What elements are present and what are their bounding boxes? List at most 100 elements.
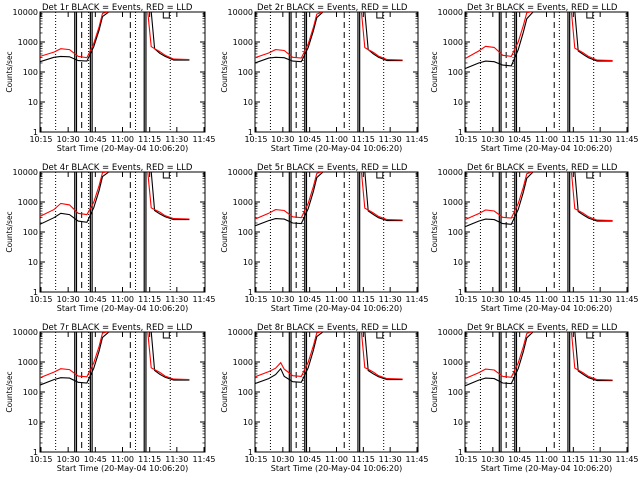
y-tick-label: 10 [453, 418, 463, 427]
x-tick-label: 11:30 [379, 295, 402, 304]
lld-series-line [255, 332, 324, 378]
y-tick-label: 1 [458, 288, 463, 297]
y-tick-label: 1 [248, 128, 253, 137]
y-tick-label: 1000 [18, 358, 38, 367]
plot-title: Det 9r BLACK = Events, RED = LLD [467, 323, 618, 333]
events-series-line [150, 172, 190, 221]
y-tick-label: 10000 [13, 328, 38, 337]
plot-title: Det 1r BLACK = Events, RED = LLD [42, 3, 193, 13]
y-tick-label: 1 [458, 128, 463, 137]
y-tick-label: 1000 [233, 198, 253, 207]
x-tick-label: 10:15 [454, 295, 477, 304]
plot-title: Det 8r BLACK = Events, RED = LLD [257, 323, 408, 333]
y-tick-label: 10000 [228, 328, 253, 337]
plot-title: Det 7r BLACK = Events, RED = LLD [42, 323, 193, 333]
y-tick-label: 100 [23, 228, 38, 237]
x-tick-label: 11:30 [165, 135, 188, 144]
x-tick-label: 10:15 [244, 295, 267, 304]
x-tick-label: 10:15 [29, 135, 52, 144]
y-tick-label: 100 [23, 388, 38, 397]
x-tick-label: 10:30 [271, 455, 294, 464]
x-tick-label: 10:15 [29, 295, 52, 304]
x-tick-label: 10:45 [508, 135, 531, 144]
plot-frame [464, 171, 629, 293]
lld-series-line [40, 172, 110, 217]
x-tick-label: 11:00 [325, 135, 348, 144]
y-axis-label: Counts/sec [5, 371, 14, 412]
x-tick-label: 11:00 [111, 455, 134, 464]
y-tick-label: 100 [23, 68, 38, 77]
x-tick-label: 11:30 [379, 455, 402, 464]
x-axis-label: Start Time (20-May-04 10:06:20) [271, 304, 402, 313]
x-tick-label: 11:00 [325, 455, 348, 464]
x-tick-label: 11:45 [192, 455, 215, 464]
x-tick-label: 10:45 [298, 295, 321, 304]
plot-title: Det 4r BLACK = Events, RED = LLD [42, 163, 193, 173]
top-bracket-mark [586, 12, 594, 19]
events-series-line [465, 12, 534, 70]
x-tick-label: 11:45 [615, 295, 638, 304]
y-axis-label: Counts/sec [220, 211, 229, 252]
x-axis-label: Start Time (20-May-04 10:06:20) [271, 464, 402, 473]
lld-series-line [255, 172, 324, 220]
y-axis-label: Counts/sec [5, 211, 14, 252]
plot-frame [464, 331, 629, 453]
y-tick-label: 10000 [228, 168, 253, 177]
y-tick-label: 10 [243, 98, 253, 107]
x-tick-label: 11:30 [589, 455, 612, 464]
x-axis-label: Start Time (20-May-04 10:06:20) [481, 304, 612, 313]
x-tick-label: 11:45 [405, 135, 428, 144]
x-axis-label: Start Time (20-May-04 10:06:20) [57, 464, 188, 473]
y-tick-label: 1 [248, 288, 253, 297]
y-tick-label: 1 [33, 448, 38, 457]
y-tick-label: 10 [453, 258, 463, 267]
y-tick-label: 100 [238, 388, 253, 397]
y-tick-label: 10 [453, 98, 463, 107]
events-series-line [364, 172, 403, 222]
x-tick-label: 10:30 [57, 295, 80, 304]
y-tick-label: 1 [458, 448, 463, 457]
top-bracket-mark [162, 12, 170, 19]
y-tick-label: 100 [448, 228, 463, 237]
x-tick-label: 11:00 [535, 455, 558, 464]
events-series-line [255, 172, 324, 227]
events-series-line [574, 332, 613, 382]
y-tick-label: 1000 [443, 198, 463, 207]
y-tick-label: 10000 [438, 8, 463, 17]
x-tick-label: 10:15 [454, 135, 477, 144]
x-tick-label: 11:15 [352, 295, 375, 304]
lld-series-line [465, 332, 534, 380]
x-tick-label: 11:15 [138, 135, 161, 144]
x-tick-label: 10:30 [271, 135, 294, 144]
y-tick-label: 10000 [438, 328, 463, 337]
plot-title: Det 6r BLACK = Events, RED = LLD [467, 163, 618, 173]
events-series-line [150, 12, 190, 61]
events-series-line [465, 172, 534, 228]
x-axis-label: Start Time (20-May-04 10:06:20) [271, 144, 402, 153]
y-tick-label: 1 [33, 128, 38, 137]
events-series-line [574, 12, 613, 62]
lld-series-line [147, 172, 190, 220]
lld-series-line [255, 12, 324, 59]
x-tick-label: 11:30 [589, 295, 612, 304]
y-tick-label: 10 [28, 98, 38, 107]
x-tick-label: 10:30 [481, 295, 504, 304]
y-axis-label: Counts/sec [430, 371, 439, 412]
x-tick-label: 11:15 [138, 455, 161, 464]
x-tick-label: 10:45 [84, 455, 107, 464]
lld-series-line [570, 12, 613, 62]
events-series-line [255, 332, 324, 385]
x-tick-label: 11:00 [111, 135, 134, 144]
plot-frame [254, 171, 419, 293]
x-tick-label: 11:00 [325, 295, 348, 304]
plot-frame [464, 11, 629, 133]
plot-frame [254, 331, 419, 453]
events-series-line [574, 172, 613, 222]
y-tick-label: 10000 [13, 168, 38, 177]
x-tick-label: 10:15 [244, 135, 267, 144]
x-tick-label: 11:15 [562, 135, 585, 144]
top-bracket-mark [586, 172, 594, 179]
x-axis-label: Start Time (20-May-04 10:06:20) [57, 304, 188, 313]
top-bracket-mark [162, 172, 170, 179]
